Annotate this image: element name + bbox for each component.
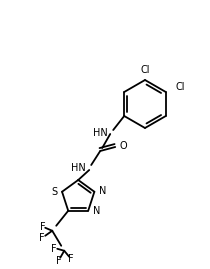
Text: HN: HN <box>93 128 108 138</box>
Text: S: S <box>51 187 57 197</box>
Text: Cl: Cl <box>140 65 150 75</box>
Text: F: F <box>56 256 62 266</box>
Text: HN: HN <box>71 163 86 173</box>
Text: N: N <box>93 206 101 216</box>
Text: Cl: Cl <box>175 82 185 92</box>
Text: F: F <box>39 233 45 243</box>
Text: F: F <box>40 222 46 232</box>
Text: N: N <box>99 186 107 196</box>
Text: O: O <box>119 141 127 151</box>
Text: F: F <box>51 244 57 254</box>
Text: F: F <box>68 254 74 264</box>
